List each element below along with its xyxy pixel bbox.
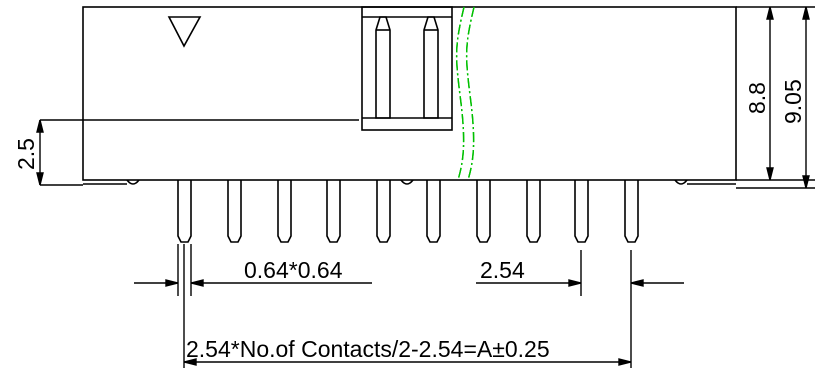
standoff-right	[674, 179, 688, 185]
pin	[376, 180, 391, 243]
key-slot	[361, 6, 453, 131]
pin-row	[177, 180, 639, 243]
pin	[277, 180, 292, 243]
total-length-label: 2.54*No.of Contacts/2-2.54=A±0.25	[186, 336, 550, 362]
pin	[177, 180, 192, 243]
pin	[227, 180, 242, 243]
pin	[526, 180, 541, 243]
triangle-icon	[167, 16, 202, 48]
standoff-left	[126, 179, 140, 185]
overall-height-label: 9.05	[780, 79, 806, 124]
pin	[624, 180, 639, 243]
pin	[574, 180, 589, 243]
pitch-label: 2.54	[480, 257, 525, 283]
standoff-mid	[400, 179, 414, 185]
pin	[426, 180, 441, 243]
pin	[476, 180, 491, 243]
pin-size-label: 0.64*0.64	[244, 257, 343, 283]
body-height-label: 8.8	[744, 82, 770, 114]
pin	[326, 180, 341, 243]
connector-body	[82, 6, 737, 181]
pin-height-label: 2.5	[13, 138, 39, 170]
